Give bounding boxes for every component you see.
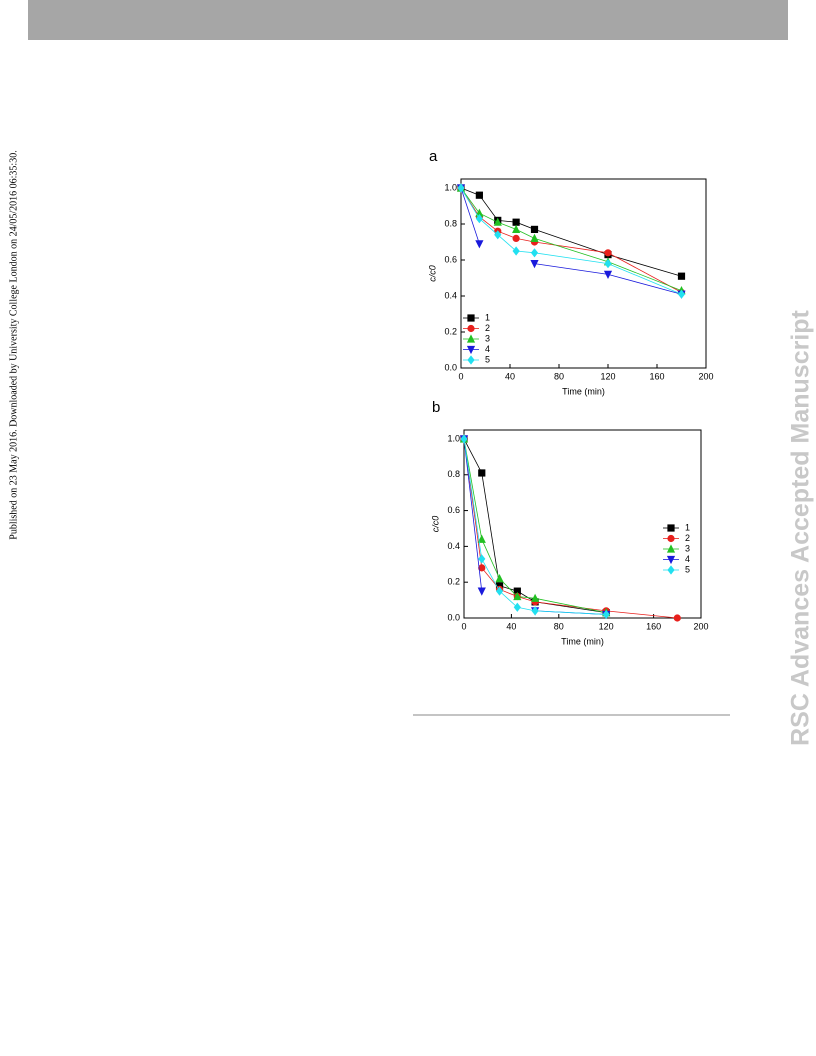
series-line (460, 187, 682, 291)
x-tick-label: 160 (649, 371, 664, 381)
legend-label: 2 (485, 323, 490, 333)
marker (478, 469, 486, 477)
x-tick-label: 0 (458, 371, 463, 381)
y-tick-label: 0.4 (447, 541, 460, 551)
x-axis-label: Time (min) (562, 386, 605, 396)
x-tick-label: 120 (599, 621, 614, 631)
marker (494, 230, 502, 240)
y-tick-label: 0.0 (447, 612, 460, 622)
x-axis-label: Time (min) (561, 636, 604, 646)
legend-marker (666, 544, 676, 553)
marker (477, 587, 486, 596)
x-tick-label: 120 (600, 371, 615, 381)
x-tick-label: 200 (698, 371, 713, 381)
y-tick-label: 0.2 (444, 326, 457, 336)
marker (493, 217, 502, 226)
series-line (463, 438, 607, 614)
y-tick-label: 0.8 (447, 469, 460, 479)
legend-marker (467, 355, 475, 365)
marker (475, 214, 483, 224)
x-tick-label: 80 (554, 621, 564, 631)
x-tick-label: 80 (554, 371, 564, 381)
legend-label: 5 (685, 564, 690, 574)
marker (457, 183, 465, 193)
y-tick-label: 0.0 (444, 362, 457, 372)
plot-frame (463, 429, 702, 619)
marker (495, 586, 504, 596)
legend-marker (466, 334, 476, 343)
y-tick-label: 1.0 (444, 182, 457, 192)
y-axis-label: c/c0 (430, 516, 440, 533)
y-tick-label: 0.2 (447, 577, 460, 587)
plot-frame (460, 178, 707, 369)
marker (475, 191, 483, 199)
marker (604, 259, 612, 269)
legend-marker (466, 345, 476, 355)
y-tick-label: 0.4 (444, 290, 457, 300)
series-line (460, 187, 682, 295)
marker (477, 534, 486, 543)
marker (512, 246, 520, 256)
watermark: RSC Advances Accepted Manuscript (787, 309, 815, 745)
x-tick-label: 40 (506, 621, 516, 631)
legend-marker (666, 555, 676, 565)
x-tick-label: 0 (461, 621, 466, 631)
marker (478, 564, 486, 572)
legend-label: 4 (685, 554, 690, 564)
panel-label: a (429, 148, 438, 165)
marker (531, 606, 539, 616)
legend-label: 2 (685, 533, 690, 543)
legend-label: 1 (485, 312, 490, 322)
legend-label: 3 (485, 333, 490, 343)
legend-marker (667, 565, 675, 575)
marker (530, 233, 539, 242)
marker (513, 587, 521, 595)
x-tick-label: 160 (646, 621, 661, 631)
series-line (460, 187, 682, 277)
y-tick-label: 0.6 (444, 254, 457, 264)
legend-marker (667, 534, 675, 543)
marker (512, 224, 521, 233)
legend-label: 3 (685, 543, 690, 553)
legend-label: 5 (485, 354, 490, 364)
marker (531, 593, 540, 602)
marker (478, 554, 486, 564)
panel-label: b (432, 399, 440, 416)
y-axis-label: c/c0 (427, 265, 437, 282)
y-tick-label: 0.6 (447, 505, 460, 515)
marker (460, 434, 468, 444)
marker (604, 249, 612, 257)
y-tick-label: 1.0 (447, 433, 460, 443)
y-tick-label: 0.8 (444, 218, 457, 228)
marker (603, 270, 613, 279)
series-line (463, 438, 607, 614)
marker (673, 614, 681, 622)
marker (513, 602, 521, 612)
marker (512, 234, 520, 242)
legend-label: 1 (685, 522, 690, 532)
marker (677, 289, 686, 299)
header-bar (28, 0, 788, 40)
legend-marker (667, 524, 675, 532)
marker (602, 609, 610, 620)
marker (495, 574, 504, 583)
legend-marker (467, 324, 475, 333)
marker (530, 225, 539, 233)
marker (475, 240, 484, 249)
series-line (463, 438, 607, 615)
x-tick-label: 40 (505, 371, 515, 381)
legend-label: 4 (485, 344, 490, 354)
series-line (460, 187, 682, 293)
side-note: Published on 23 May 2016. Downloaded by … (8, 150, 19, 539)
marker (530, 260, 539, 269)
x-tick-label: 200 (693, 621, 708, 631)
legend-marker (467, 314, 475, 322)
marker (530, 248, 539, 258)
marker (513, 591, 522, 601)
marker (677, 272, 686, 280)
series-line (460, 187, 682, 295)
marker (512, 218, 520, 226)
